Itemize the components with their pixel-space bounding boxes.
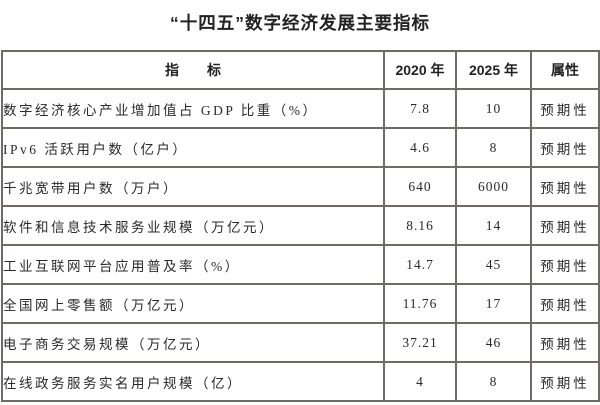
indicator-name: 全国网上零售额（万亿元）: [1, 283, 385, 324]
indicator-name: 千兆宽带用户数（万户）: [1, 166, 385, 207]
value-2020: 640: [383, 166, 457, 207]
value-2025: 17: [455, 283, 532, 324]
table-row: 软件和信息技术服务业规模（万亿元） 8.16 14 预期性: [1, 205, 600, 246]
value-2020: 8.16: [383, 205, 457, 246]
value-2025: 10: [455, 88, 532, 129]
value-2020: 4.6: [383, 127, 457, 168]
indicator-name: 在线政务服务实名用户规模（亿）: [1, 361, 385, 402]
value-2025: 45: [455, 244, 532, 285]
value-2025: 8: [455, 361, 532, 402]
table-row: 电子商务交易规模（万亿元） 37.21 46 预期性: [1, 322, 600, 363]
attribute: 预期性: [530, 283, 600, 324]
table-row: IPv6 活跃用户数（亿户） 4.6 8 预期性: [1, 127, 600, 168]
indicators-table: 指 标 2020 年 2025 年 属性 数字经济核心产业增加值占 GDP 比重…: [1, 50, 600, 402]
value-2020: 37.21: [383, 322, 457, 363]
value-2020: 4: [383, 361, 457, 402]
page-title: “十四五”数字经济发展主要指标: [170, 13, 430, 33]
table-row: 在线政务服务实名用户规模（亿） 4 8 预期性: [1, 361, 600, 402]
indicator-name: 工业互联网平台应用普及率（%）: [1, 244, 385, 285]
column-header-attribute: 属性: [530, 50, 600, 90]
attribute: 预期性: [530, 361, 600, 402]
value-2025: 6000: [455, 166, 532, 207]
attribute: 预期性: [530, 88, 600, 129]
header-row: 指 标 2020 年 2025 年 属性: [1, 50, 600, 90]
indicator-name: 软件和信息技术服务业规模（万亿元）: [1, 205, 385, 246]
value-2020: 11.76: [383, 283, 457, 324]
table-row: 全国网上零售额（万亿元） 11.76 17 预期性: [1, 283, 600, 324]
attribute: 预期性: [530, 205, 600, 246]
value-2020: 14.7: [383, 244, 457, 285]
attribute: 预期性: [530, 166, 600, 207]
indicator-name: 电子商务交易规模（万亿元）: [1, 322, 385, 363]
attribute: 预期性: [530, 127, 600, 168]
indicator-name: IPv6 活跃用户数（亿户）: [1, 127, 385, 168]
table-row: 千兆宽带用户数（万户） 640 6000 预期性: [1, 166, 600, 207]
attribute: 预期性: [530, 244, 600, 285]
column-header-indicator: 指 标: [1, 50, 385, 90]
table-row: 数字经济核心产业增加值占 GDP 比重（%） 7.8 10 预期性: [1, 88, 600, 129]
value-2020: 7.8: [383, 88, 457, 129]
table-row: 工业互联网平台应用普及率（%） 14.7 45 预期性: [1, 244, 600, 285]
indicator-name: 数字经济核心产业增加值占 GDP 比重（%）: [1, 88, 385, 129]
value-2025: 8: [455, 127, 532, 168]
column-header-2020: 2020 年: [383, 50, 457, 90]
column-header-2025: 2025 年: [455, 50, 532, 90]
value-2025: 46: [455, 322, 532, 363]
attribute: 预期性: [530, 322, 600, 363]
value-2025: 14: [455, 205, 532, 246]
